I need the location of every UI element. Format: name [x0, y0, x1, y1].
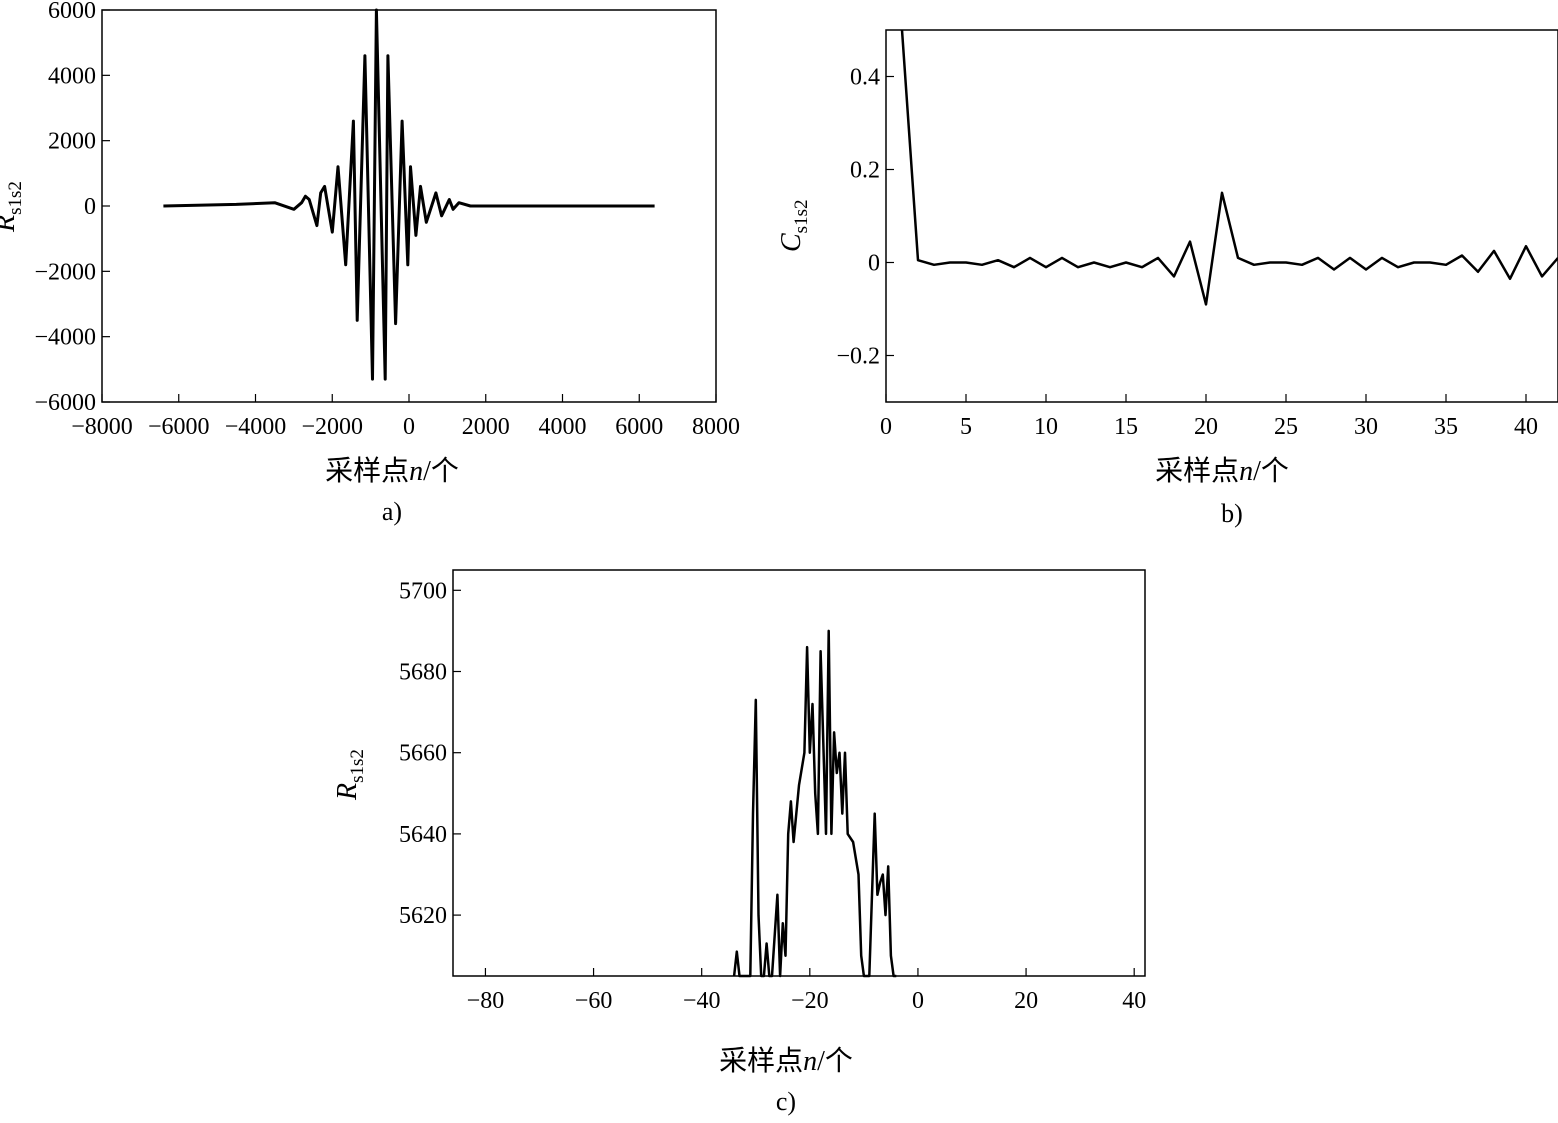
- y-tick-labels: 6000 4000 2000 0 −2000 −4000 −6000: [34, 0, 96, 416]
- y-tick-label: 6000: [48, 0, 96, 24]
- x-tick-label: 0: [880, 414, 892, 440]
- plot-frame: [452, 569, 1146, 977]
- y-tick-label: 5700: [399, 578, 447, 604]
- x-tick-labels: 0 5 10 15 20 25 30 35 40: [880, 414, 1538, 440]
- y-tick-label: 0: [868, 251, 880, 277]
- x-tick-label: −40: [683, 988, 721, 1014]
- plot-frame: [885, 29, 1558, 403]
- x-tick-label: 15: [1114, 414, 1138, 440]
- axis-ticks: [453, 589, 1135, 976]
- y-tick-label: −4000: [34, 325, 96, 351]
- x-tick-label: 40: [1514, 414, 1538, 440]
- x-tick-label: 0: [912, 988, 924, 1014]
- x-tick-label: −4000: [225, 414, 287, 440]
- x-tick-label: 2000: [462, 414, 510, 440]
- x-tick-label: −20: [791, 988, 829, 1014]
- y-tick-label: 0.4: [850, 65, 880, 91]
- y-axis-label: Rs1s2: [332, 749, 368, 801]
- x-axis-label: 采样点n/个: [325, 455, 459, 487]
- y-tick-label: 0: [84, 194, 96, 220]
- x-tick-label: −60: [575, 988, 613, 1014]
- y-tick-label: −2000: [34, 259, 96, 285]
- y-tick-label: −6000: [34, 390, 96, 416]
- x-tick-label: −6000: [148, 414, 210, 440]
- x-tick-label: 10: [1034, 414, 1058, 440]
- y-tick-labels: 0.4 0.2 0 −0.2: [836, 65, 880, 370]
- x-tick-label: −2000: [301, 414, 363, 440]
- y-tick-label: −0.2: [836, 344, 880, 370]
- x-axis-label: 采样点n/个: [719, 1045, 853, 1077]
- x-tick-label: 30: [1354, 414, 1378, 440]
- y-tick-label: 5640: [399, 822, 447, 848]
- x-axis-label: 采样点n/个: [1155, 455, 1289, 487]
- panel-c: 5700 5680 5660 5640 5620 −80 −60 −40 −20 0 20 40 R…: [332, 569, 1147, 1116]
- x-tick-label: −8000: [71, 414, 133, 440]
- x-tick-label: 25: [1274, 414, 1298, 440]
- data-series-line: [732, 629, 897, 978]
- x-tick-label: 35: [1434, 414, 1458, 440]
- x-tick-label: 20: [1014, 988, 1038, 1014]
- x-tick-label: 0: [403, 414, 415, 440]
- x-tick-label: −80: [467, 988, 505, 1014]
- y-axis-label: Cs1s2: [776, 200, 812, 252]
- x-tick-label: 20: [1194, 414, 1218, 440]
- x-tick-label: 4000: [539, 414, 587, 440]
- x-tick-labels: −8000 −6000 −4000 −2000 0 2000 4000 6000 8000: [71, 414, 740, 440]
- x-tick-label: 8000: [692, 414, 740, 440]
- y-tick-label: 4000: [48, 63, 96, 89]
- x-tick-label: 6000: [615, 414, 663, 440]
- data-series-line: [900, 29, 1558, 306]
- x-tick-label: 40: [1122, 988, 1146, 1014]
- y-tick-label: 5660: [399, 741, 447, 767]
- x-tick-labels: −80 −60 −40 −20 0 20 40: [467, 988, 1147, 1014]
- y-tick-label: 5620: [399, 903, 447, 929]
- y-tick-label: 5680: [399, 660, 447, 686]
- axis-ticks: [101, 9, 717, 403]
- panel-caption: a): [382, 497, 402, 526]
- axis-ticks: [885, 75, 1527, 402]
- panel-caption: b): [1221, 499, 1243, 528]
- x-tick-label: 5: [960, 414, 972, 440]
- panel-b: 0.4 0.2 0 −0.2 0 5 10 15 20 25 30 35 40 Cs1s2 采样点n/…: [776, 29, 1558, 528]
- y-tick-labels: 5700 5680 5660 5640 5620: [399, 578, 447, 929]
- y-tick-label: 2000: [48, 129, 96, 155]
- y-tick-label: 0.2: [850, 158, 880, 184]
- data-series-line: [163, 8, 655, 381]
- panel-caption: c): [776, 1087, 796, 1116]
- y-axis-label: Rs1s2: [0, 181, 26, 233]
